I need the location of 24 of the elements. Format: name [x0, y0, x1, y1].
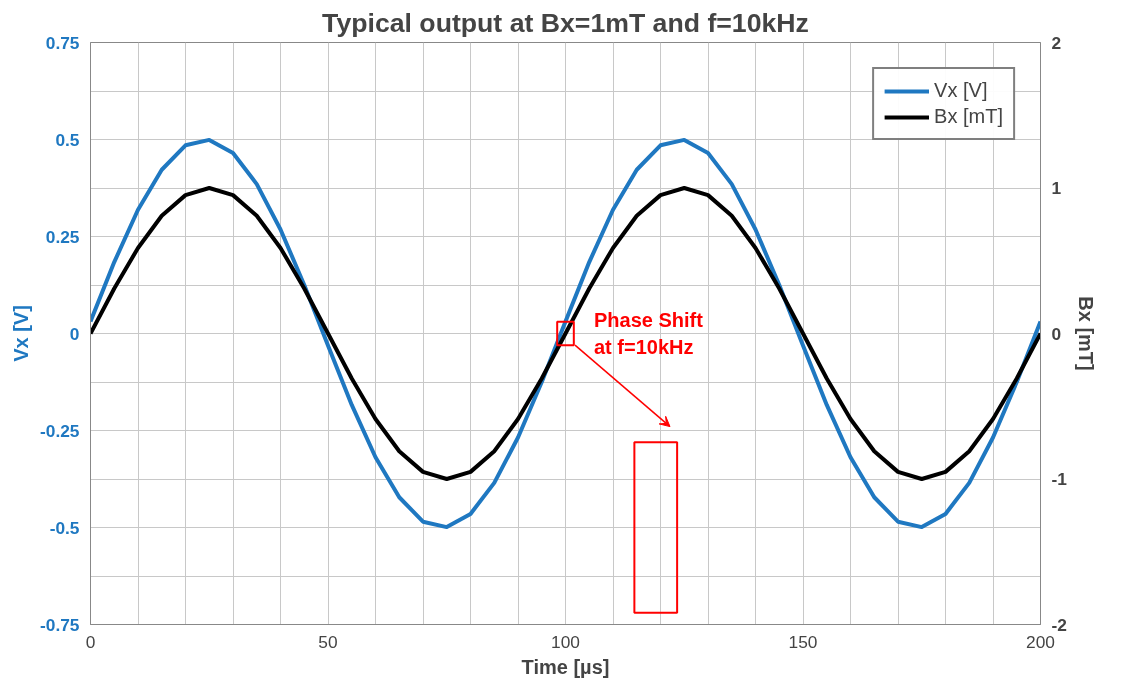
y2-tick-label: -1 [1051, 469, 1068, 489]
y-tick-label: 0.5 [55, 129, 80, 150]
y-tick-label: -0.5 [49, 517, 80, 538]
x-tick-label: 100 [551, 631, 580, 652]
y-tick-label: -0.25 [40, 420, 80, 441]
y-tick-label: 0.75 [45, 32, 80, 53]
line-series [90, 137, 1041, 530]
y2-tick-label: 2 [1051, 32, 1062, 53]
y-tick-label: 0.25 [45, 226, 80, 247]
legend-label: Bx [mT] [934, 105, 1003, 128]
y2-tick-label: 0 [1051, 323, 1062, 344]
x-axis-title: Time [µs] [521, 655, 610, 678]
line-series [90, 186, 1041, 481]
y-tick-label: 0 [69, 323, 80, 344]
y2-axis-title: Bx [mT] [1074, 296, 1097, 371]
annotation: Phase Shift at f=10kHz [594, 309, 704, 358]
y-axis-title: Vx [V] [10, 305, 32, 362]
x-tick-label: 50 [318, 631, 338, 652]
x-tick-label: 150 [788, 631, 818, 652]
y-tick-label: -0.75 [40, 614, 80, 635]
chart-title: Typical output at Bx=1mT and f=10kHz [322, 7, 809, 38]
y2-tick-label: 1 [1051, 178, 1062, 198]
x-tick-label: 0 [85, 631, 96, 652]
legend-label: Vx [V] [934, 79, 988, 102]
